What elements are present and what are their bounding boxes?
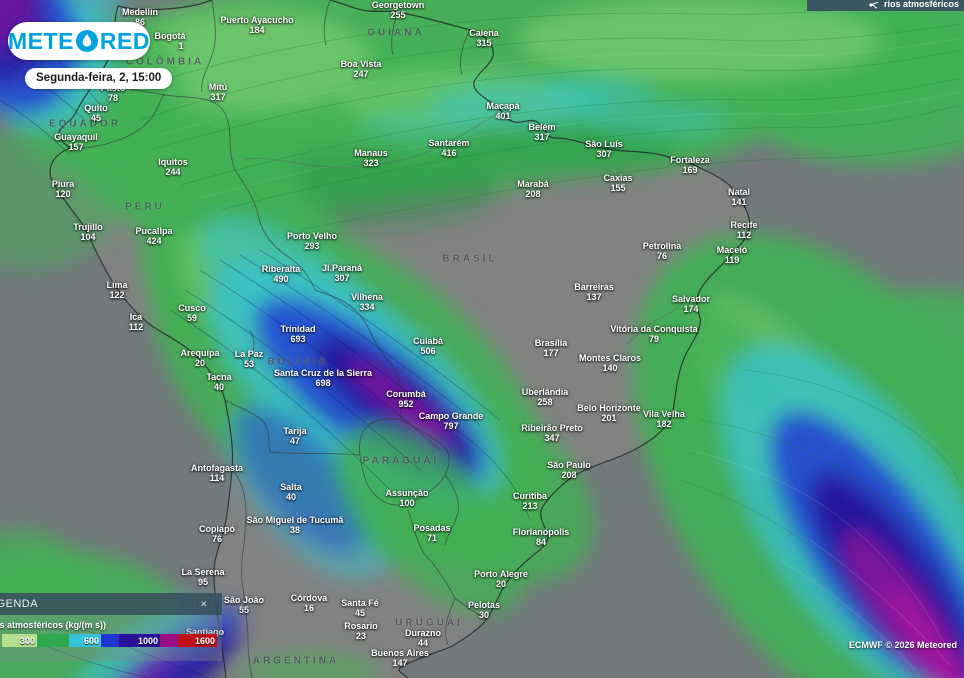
coastline xyxy=(49,0,751,678)
rivers xyxy=(244,111,686,346)
legend-color-segment: 1000 xyxy=(119,634,160,647)
legend-tick-value: 1600 xyxy=(194,635,215,646)
meteored-logo[interactable]: METE RED xyxy=(8,22,150,60)
logo-text-left: METE xyxy=(8,27,74,54)
legend-header[interactable]: LEGENDA ✕ xyxy=(0,593,222,615)
layer-toggle-bar[interactable]: rios atmosféricos xyxy=(807,0,964,11)
legend-colorbar: 300 600 1000 1600 xyxy=(2,634,217,647)
legend-tick-value: 600 xyxy=(83,635,99,646)
legend-close-button[interactable]: ✕ xyxy=(199,599,208,609)
legend-tick-value: 1000 xyxy=(137,635,158,646)
attribution: ECMWF © 2026 Meteored xyxy=(848,640,957,650)
legend-color-segment xyxy=(101,634,119,647)
legend-color-segment: 1600 xyxy=(178,634,217,647)
atmospheric-rivers-icon xyxy=(869,2,878,9)
logo-text-right: RED xyxy=(99,27,150,54)
legend-color-segment xyxy=(160,634,178,647)
legend-panel: LEGENDA ✕ ríos atmosféricos (kg/(m s)) 3… xyxy=(0,593,222,661)
datetime-chip[interactable]: Segunda-feira, 2, 15:00 xyxy=(25,68,173,89)
legend-tick-value: 300 xyxy=(19,635,35,646)
legend-color-segment: 300 xyxy=(2,634,37,647)
legend-color-segment xyxy=(37,634,69,647)
water-drop-icon xyxy=(75,30,98,52)
layer-toggle-label: rios atmosféricos xyxy=(883,0,959,9)
legend-body: ríos atmosféricos (kg/(m s)) 300 600 1000 1… xyxy=(0,615,222,661)
legend-title: LEGENDA xyxy=(0,598,39,610)
borders xyxy=(71,0,487,678)
legend-scale-label: ríos atmosféricos (kg/(m s)) xyxy=(0,620,107,630)
legend-color-segment: 600 xyxy=(69,634,101,647)
